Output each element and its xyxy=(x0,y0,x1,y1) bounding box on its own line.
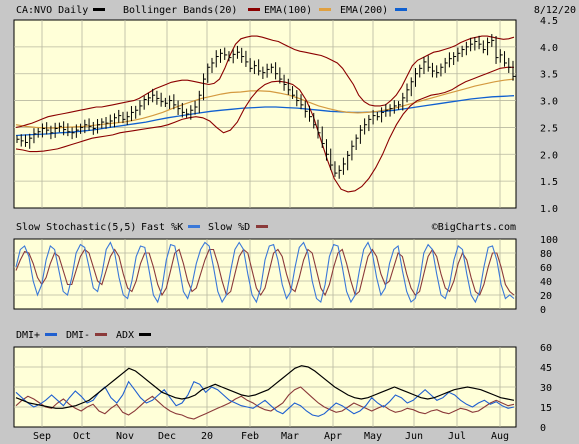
y-tick-label: 30 xyxy=(540,383,552,394)
legend-ema200-swatch xyxy=(395,8,407,11)
stochastic-y-axis: 100 80 60 40 20 0 xyxy=(540,235,558,316)
y-tick-label: 60 xyxy=(540,263,552,274)
legend-dmi-plus-swatch xyxy=(45,333,57,336)
legend-ema100: EMA(100) xyxy=(264,5,312,16)
x-tick-label: Feb xyxy=(241,431,259,442)
y-tick-label: 1.5 xyxy=(540,177,558,188)
dmi-gridlines xyxy=(14,347,516,427)
ticker-label: CA:NVO Daily xyxy=(16,5,88,16)
watermark: ©BigCharts.com xyxy=(432,222,516,233)
legend-fast-k: Fast %K xyxy=(141,222,183,233)
legend-slow-d-swatch xyxy=(256,225,268,228)
y-tick-label: 0 xyxy=(540,305,546,316)
ticker-swatch xyxy=(93,8,105,11)
x-tick-label: Mar xyxy=(281,431,299,442)
x-tick-label: Aug xyxy=(491,431,509,442)
legend-adx-swatch xyxy=(139,333,151,336)
x-tick-label: Dec xyxy=(158,431,176,442)
y-tick-label: 45 xyxy=(540,363,552,374)
stochastic-title: Slow Stochastic(5,5) xyxy=(16,222,136,233)
slow-d-line xyxy=(15,248,515,297)
y-tick-label: 2.5 xyxy=(540,123,558,134)
bollinger-lower-line xyxy=(15,66,514,193)
x-tick-label: Jun xyxy=(405,431,423,442)
y-tick-label: 80 xyxy=(540,249,552,260)
x-tick-label: Sep xyxy=(33,431,51,442)
y-tick-label: 20 xyxy=(540,291,552,302)
y-tick-label: 15 xyxy=(540,403,552,414)
legend-ema200: EMA(200) xyxy=(340,5,388,16)
price-y-axis: 4.5 4.0 3.5 3.0 2.5 2.0 1.5 1.0 xyxy=(540,16,558,215)
ema200-line xyxy=(15,95,515,137)
legend-bollinger-swatch xyxy=(248,8,260,11)
price-series xyxy=(15,34,516,193)
legend-dmi-minus: DMI- xyxy=(66,330,90,341)
x-tick-label: Apr xyxy=(324,431,342,442)
y-tick-label: 3.5 xyxy=(540,70,558,81)
y-tick-label: 2.0 xyxy=(540,150,558,161)
stochastic-series xyxy=(15,241,515,304)
x-tick-label: Jul xyxy=(448,431,466,442)
dmi-y-axis: 60 45 30 15 0 xyxy=(540,343,552,434)
x-tick-label: 20 xyxy=(201,431,213,442)
fast-k-line xyxy=(15,241,515,304)
legend-bollinger: Bollinger Bands(20) xyxy=(123,5,237,16)
legend-dmi-minus-swatch xyxy=(95,333,107,336)
legend-adx: ADX xyxy=(116,330,134,341)
legend-ema100-swatch xyxy=(319,8,331,11)
legend-slow-d: Slow %D xyxy=(208,222,250,233)
y-tick-label: 1.0 xyxy=(540,204,558,215)
dmi-series xyxy=(15,365,515,420)
legend-fast-k-swatch xyxy=(188,225,200,228)
y-tick-label: 100 xyxy=(540,235,558,246)
y-tick-label: 60 xyxy=(540,343,552,354)
y-tick-label: 40 xyxy=(540,277,552,288)
bollinger-upper-line xyxy=(15,35,515,128)
adx-line xyxy=(15,365,515,409)
y-tick-label: 4.0 xyxy=(540,43,558,54)
y-tick-label: 0 xyxy=(540,423,546,434)
x-tick-label: May xyxy=(364,431,382,442)
chart-date: 8/12/20 xyxy=(534,5,576,16)
price-panel-background xyxy=(13,19,517,209)
x-tick-label: Nov xyxy=(116,431,134,442)
x-tick-label: Oct xyxy=(73,431,91,442)
y-tick-label: 3.0 xyxy=(540,97,558,108)
dmi-minus-line xyxy=(15,386,515,420)
x-axis: Sep Oct Nov Dec 20 Feb Mar Apr May Jun Jul Aug xyxy=(33,431,509,442)
y-tick-label: 4.5 xyxy=(540,16,558,27)
legend-dmi-plus: DMI+ xyxy=(16,330,40,341)
